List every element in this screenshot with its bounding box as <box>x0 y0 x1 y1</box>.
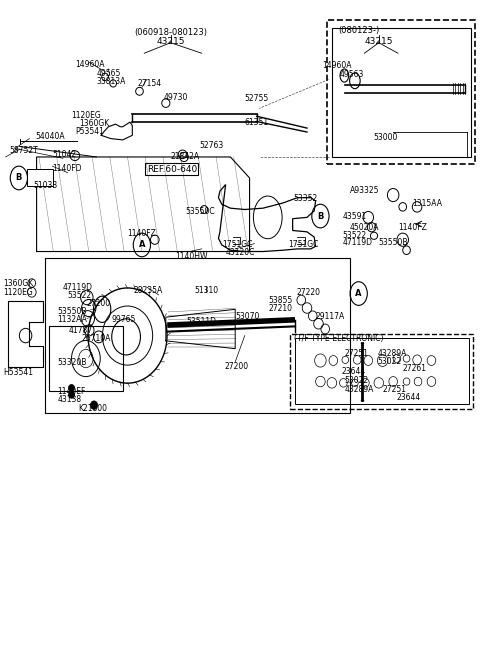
Text: 51042: 51042 <box>52 150 76 159</box>
Text: 52755: 52755 <box>245 94 269 103</box>
Text: 26710A: 26710A <box>81 334 110 343</box>
Text: 53522: 53522 <box>68 291 92 300</box>
Text: 1360GK: 1360GK <box>3 279 33 288</box>
Text: 43289A: 43289A <box>344 385 374 393</box>
Text: A93325: A93325 <box>350 186 380 195</box>
Text: 1120EG: 1120EG <box>3 288 33 297</box>
Text: 27251: 27251 <box>344 349 368 358</box>
Text: 51310: 51310 <box>194 286 218 295</box>
Text: 52763: 52763 <box>199 141 224 150</box>
Text: 27200: 27200 <box>87 299 111 308</box>
Text: K21800: K21800 <box>78 404 107 413</box>
Text: 58752T: 58752T <box>9 147 38 155</box>
Text: 27154: 27154 <box>137 80 161 88</box>
Ellipse shape <box>90 401 97 409</box>
Text: 43215: 43215 <box>156 38 185 47</box>
Text: 21842A: 21842A <box>170 152 200 161</box>
Text: 33813A: 33813A <box>96 77 126 86</box>
Text: (060918-080123): (060918-080123) <box>134 28 207 38</box>
Text: 1140EF: 1140EF <box>57 387 85 395</box>
Text: A: A <box>139 240 145 249</box>
Text: 43138: 43138 <box>57 395 81 403</box>
Ellipse shape <box>69 384 74 392</box>
Text: 53070: 53070 <box>235 312 260 321</box>
Text: 53320B: 53320B <box>57 358 86 367</box>
Bar <box>45 258 350 413</box>
Text: 47119D: 47119D <box>342 238 372 247</box>
Text: B: B <box>317 212 324 220</box>
Text: 51033: 51033 <box>33 180 58 190</box>
Text: 1140FZ: 1140FZ <box>128 229 156 238</box>
Text: 53550B: 53550B <box>57 307 87 316</box>
Text: H53541: H53541 <box>3 368 33 378</box>
Text: 1120EG: 1120EG <box>72 111 101 120</box>
Bar <box>48 326 123 391</box>
Text: 61351: 61351 <box>245 118 269 126</box>
Text: 99765: 99765 <box>112 315 136 324</box>
Bar <box>332 28 471 157</box>
Text: 47119D: 47119D <box>63 283 93 292</box>
Text: 27220: 27220 <box>297 288 321 297</box>
Text: 54040A: 54040A <box>35 132 65 141</box>
Text: 43591: 43591 <box>342 212 367 221</box>
Text: REF.60-640: REF.60-640 <box>147 165 197 174</box>
Text: 41787: 41787 <box>69 326 93 336</box>
Bar <box>295 338 469 404</box>
Text: B: B <box>16 174 22 182</box>
Text: 23644: 23644 <box>397 393 421 402</box>
Text: 14960A: 14960A <box>75 60 104 69</box>
Text: 53022: 53022 <box>378 357 402 366</box>
Text: 1751GC: 1751GC <box>222 240 252 249</box>
Text: 53000: 53000 <box>373 134 397 142</box>
Bar <box>27 169 53 186</box>
Text: 1132AA: 1132AA <box>57 315 87 324</box>
Text: 28235A: 28235A <box>134 286 163 295</box>
Text: 29117A: 29117A <box>316 312 345 321</box>
Text: 14960A: 14960A <box>323 61 352 70</box>
Text: 53022: 53022 <box>344 376 369 386</box>
Text: 1360GK: 1360GK <box>80 119 110 128</box>
Text: 53352: 53352 <box>294 193 318 203</box>
Text: 1751GC: 1751GC <box>288 240 318 249</box>
Text: 45020A: 45020A <box>350 222 380 232</box>
Text: 27261: 27261 <box>403 364 427 373</box>
Text: 43289A: 43289A <box>378 349 407 358</box>
Text: 1140HW: 1140HW <box>175 251 208 261</box>
Text: (080123-): (080123-) <box>338 26 379 35</box>
Text: 23644: 23644 <box>341 367 366 376</box>
Text: 53550C: 53550C <box>185 207 215 216</box>
Text: 27200: 27200 <box>225 362 249 371</box>
Text: 53855: 53855 <box>269 296 293 305</box>
Text: 1315AA: 1315AA <box>412 199 442 208</box>
Text: 43120C: 43120C <box>226 247 255 257</box>
Text: P53541: P53541 <box>75 127 104 136</box>
Text: 27251: 27251 <box>383 385 407 393</box>
Ellipse shape <box>69 391 74 398</box>
Bar <box>290 334 473 409</box>
Text: 53511D: 53511D <box>186 317 216 326</box>
Text: A: A <box>356 289 362 298</box>
Text: 53550B: 53550B <box>379 238 408 247</box>
Text: 49565: 49565 <box>96 69 121 78</box>
Text: 49730: 49730 <box>163 93 188 101</box>
Text: 1140FD: 1140FD <box>52 164 82 172</box>
Bar <box>327 20 475 164</box>
Text: (T/F TYPE-ELECTRONIC): (T/F TYPE-ELECTRONIC) <box>294 334 383 343</box>
Text: 49563: 49563 <box>339 70 364 80</box>
Text: 1140FZ: 1140FZ <box>398 222 427 232</box>
Text: 43215: 43215 <box>364 38 393 47</box>
Text: 53522: 53522 <box>342 230 367 240</box>
Text: 27210: 27210 <box>269 304 293 313</box>
